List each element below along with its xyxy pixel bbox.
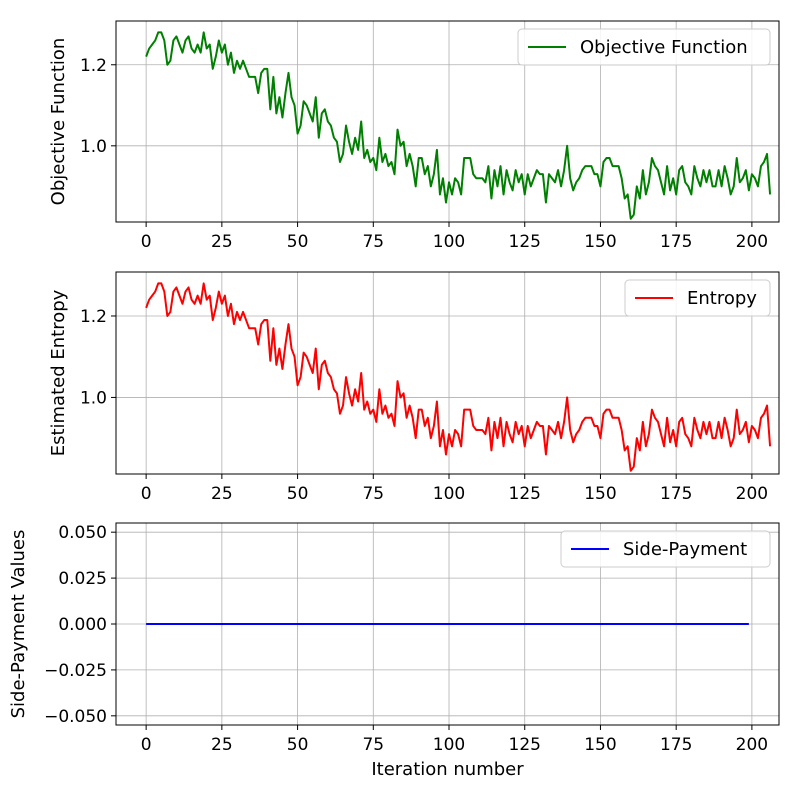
x-tick-label: 125 [509,735,541,755]
x-tick-label: 25 [211,484,233,504]
legend-box [517,28,771,66]
x-tick-label: 200 [736,484,768,504]
y-tick-label: 1.2 [80,56,107,76]
axes-frame [115,271,780,475]
x-tick-label: 0 [141,484,152,504]
x-tick-label: 175 [660,735,692,755]
y-axis-label: Side-Payment Values [8,530,29,719]
x-tick-label: 125 [509,484,541,504]
legend-entry: Objective Function [580,37,748,58]
y-tick-label: 1.0 [80,137,107,157]
legend-entry: Entropy [687,288,757,309]
y-tick-label: 0.025 [58,569,107,589]
legend-box [624,279,771,317]
panel-3: 0 25 50 75 100 125 150 175 200 −0.050 −0.025 0.000 0… [8,522,780,780]
x-tick-label: 0 [141,735,152,755]
legend: Entropy [624,279,771,317]
x-tick-label: 100 [433,232,465,252]
y-tick-label: 0.000 [58,615,107,635]
x-tick-label: 25 [211,232,233,252]
series-line-2-1 [145,282,772,472]
x-axis-label: Iteration number [371,759,524,780]
legend: Objective Function [517,28,771,66]
x-tick-label: 200 [736,735,768,755]
y-tick-label: 1.0 [80,388,107,408]
panel-1: 0 25 50 75 100 125 150 175 200 1.0 1.2 Objective Fu… [48,20,780,252]
x-tick-label: 0 [141,232,152,252]
x-tick-label: 150 [584,484,616,504]
x-tick-label: 100 [433,735,465,755]
x-tick-label: 175 [660,484,692,504]
axes-frame [115,20,780,223]
x-tick-label: 50 [287,484,309,504]
y-tick-label: −0.050 [44,707,107,727]
x-tick-label: 200 [736,232,768,252]
y-tick-label: −0.025 [44,661,107,681]
x-tick-label: 50 [287,232,309,252]
x-tick-label: 75 [362,232,384,252]
y-tick-label: 1.2 [80,307,107,327]
y-axis-label: Objective Function [48,38,69,206]
panel-2: 0 25 50 75 100 125 150 175 200 1.0 1.2 Estimated En… [48,271,780,504]
legend-entry: Side-Payment [623,539,747,560]
y-axis-label: Estimated Entropy [48,289,69,456]
x-tick-label: 100 [433,484,465,504]
x-tick-label: 75 [362,735,384,755]
x-tick-label: 150 [584,232,616,252]
x-tick-label: 50 [287,735,309,755]
series-line-1-1 [145,31,772,220]
y-tick-label: 0.050 [58,523,107,543]
legend: Side-Payment [560,530,771,568]
x-tick-label: 175 [660,232,692,252]
x-tick-label: 25 [211,735,233,755]
x-tick-label: 125 [509,232,541,252]
x-tick-label: 150 [584,735,616,755]
legend-box [560,530,771,568]
x-tick-label: 75 [362,484,384,504]
